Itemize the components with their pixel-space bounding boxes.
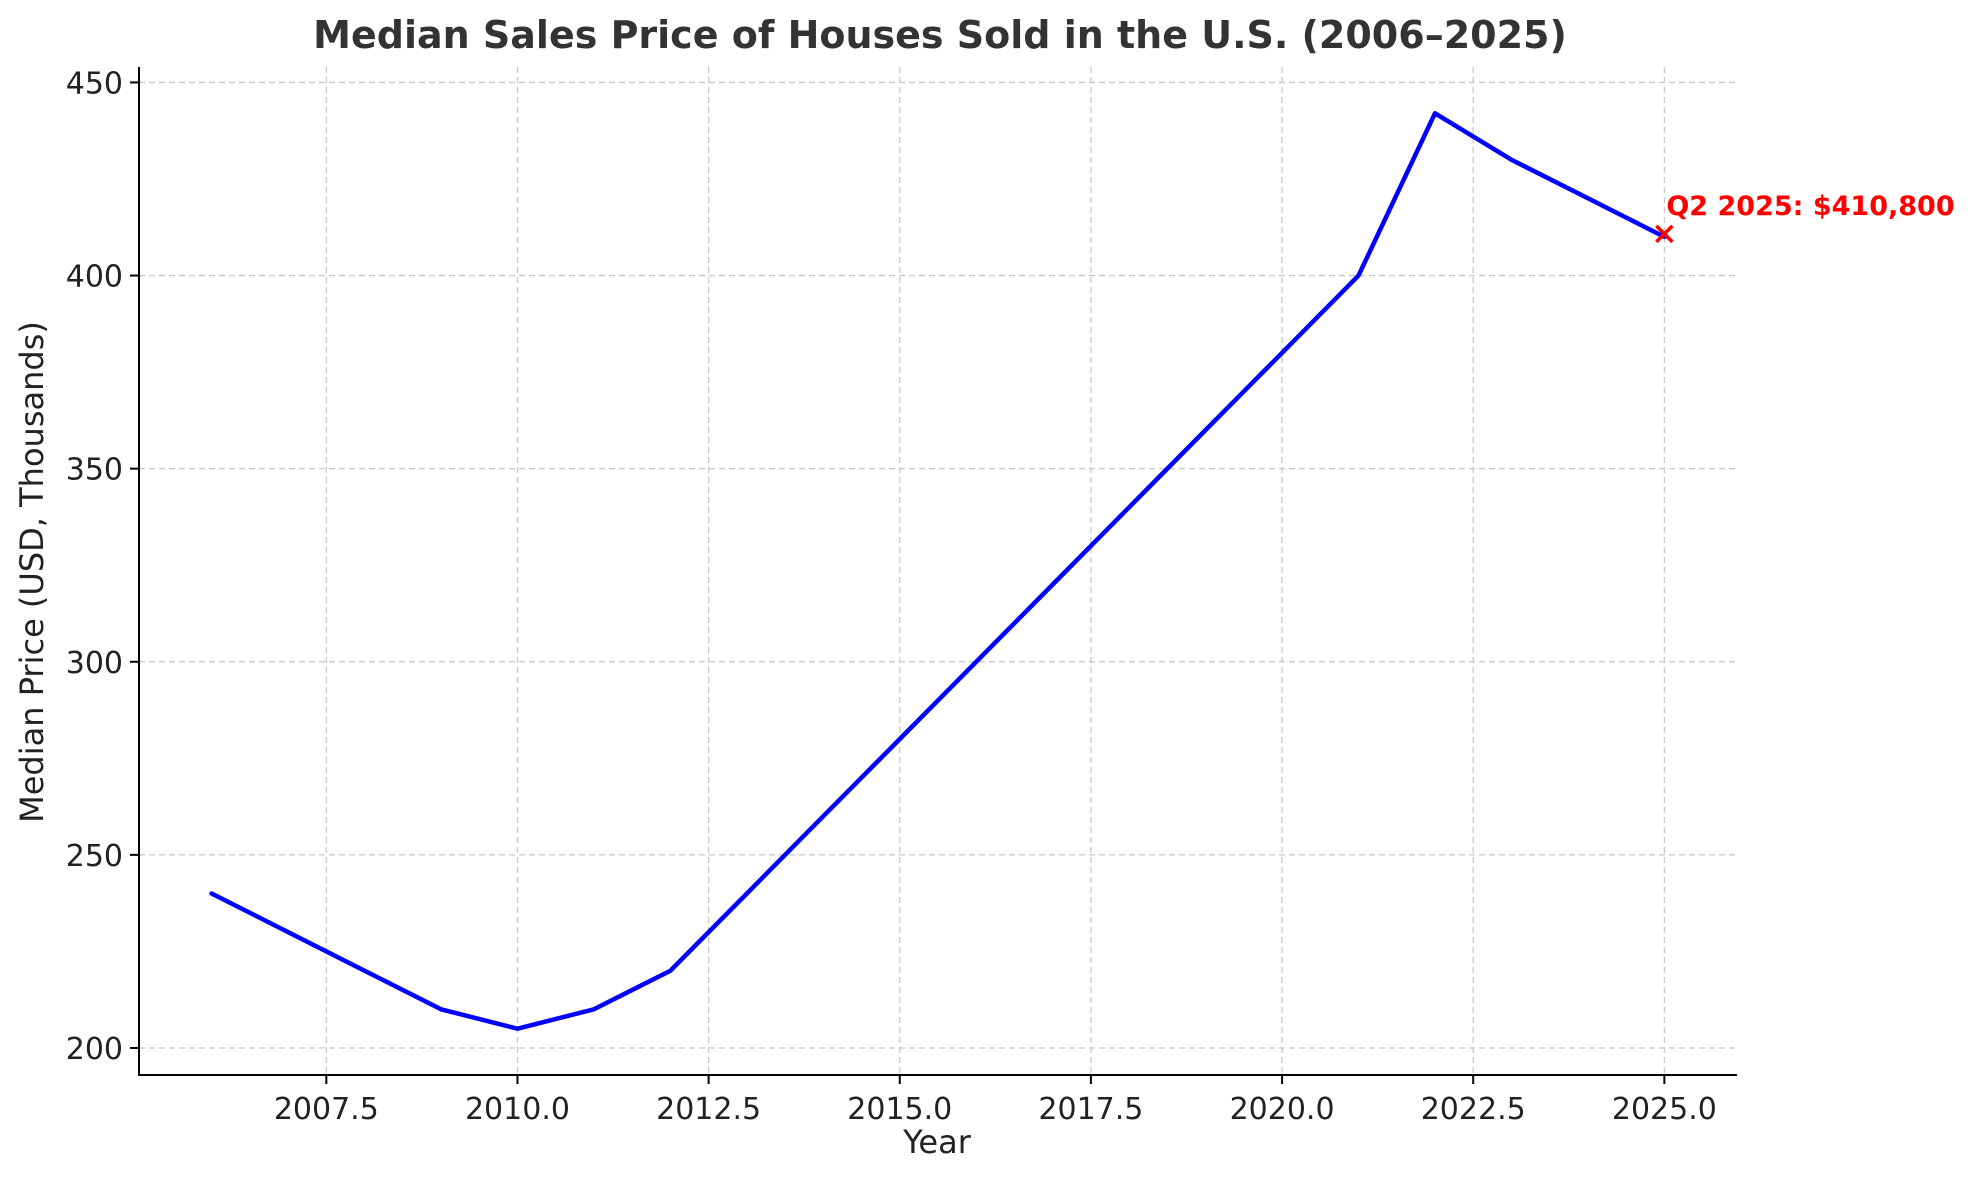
x-tick-label: 2007.5 <box>274 1092 379 1127</box>
grid-layer <box>139 67 1737 1075</box>
labels-layer: Median Sales Price of Houses Sold in the… <box>13 13 1567 1161</box>
axes-layer: 2007.5 2010.0 2012.5 2015.0 2017.5 2020.0 2022… <box>66 66 1737 1127</box>
x-tick-label: 2012.5 <box>656 1092 761 1127</box>
y-tick-label: 450 <box>66 66 123 101</box>
y-tick-label: 200 <box>66 1032 123 1067</box>
y-tick-label: 300 <box>66 646 123 681</box>
y-axis-label: Median Price (USD, Thousands) <box>13 321 51 823</box>
axis-spines <box>138 67 1737 1076</box>
x-tick-label: 2017.5 <box>1038 1092 1143 1127</box>
x-tick-label: 2015.0 <box>847 1092 952 1127</box>
x-axis-label: Year <box>902 1123 972 1161</box>
series-line <box>209 111 1667 1031</box>
y-tick-label: 250 <box>66 839 123 874</box>
annotation-text: Q2 2025: $410,800 <box>1666 191 1954 222</box>
x-tick-label: 2022.5 <box>1421 1092 1526 1127</box>
annotation-marker <box>1655 224 1674 244</box>
series-layer <box>209 111 1667 1031</box>
annotation-layer: Q2 2025: $410,800 <box>1655 191 1955 244</box>
marker-stroke <box>1655 224 1674 244</box>
x-tick-label: 2010.0 <box>465 1092 570 1127</box>
x-tick-label: 2025.0 <box>1612 1092 1717 1127</box>
y-tick-label: 400 <box>66 260 123 295</box>
y-tick-label: 350 <box>66 453 123 488</box>
chart-title: Median Sales Price of Houses Sold in the… <box>313 13 1567 57</box>
x-tick-label: 2020.0 <box>1230 1092 1335 1127</box>
